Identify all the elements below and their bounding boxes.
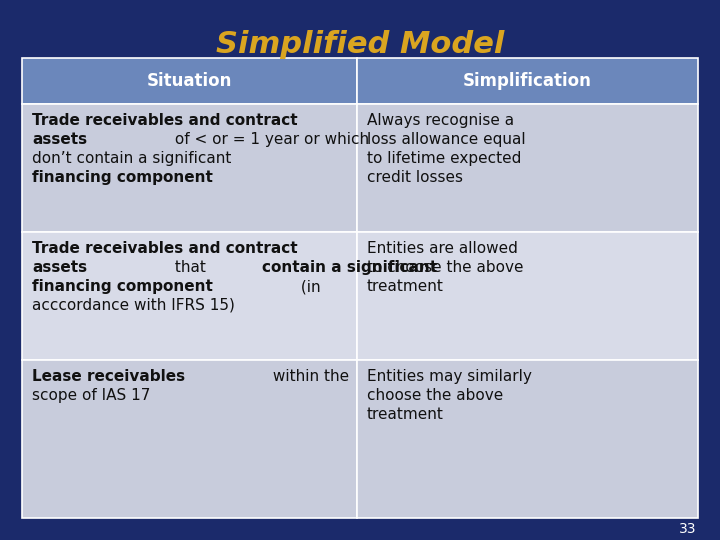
Text: to choose the above: to choose the above — [366, 260, 523, 275]
Text: Situation: Situation — [147, 72, 232, 90]
Text: choose the above: choose the above — [366, 388, 503, 403]
Text: Trade receivables and contract: Trade receivables and contract — [32, 113, 297, 128]
Text: Always recognise a: Always recognise a — [366, 113, 514, 128]
Text: within the: within the — [268, 369, 349, 384]
Text: (in: (in — [296, 279, 320, 294]
Text: treatment: treatment — [366, 407, 444, 422]
Text: don’t contain a significant: don’t contain a significant — [32, 151, 231, 166]
Text: contain a significant: contain a significant — [263, 260, 438, 275]
Text: scope of IAS 17: scope of IAS 17 — [32, 388, 150, 403]
Text: Entities may similarly: Entities may similarly — [366, 369, 531, 384]
Text: Lease receivables: Lease receivables — [32, 369, 185, 384]
Bar — [356, 360, 698, 518]
Text: of < or = 1 year or which: of < or = 1 year or which — [170, 132, 369, 147]
Text: credit losses: credit losses — [366, 170, 463, 185]
Text: Simplification: Simplification — [463, 72, 592, 90]
Text: Simplified Model: Simplified Model — [216, 30, 504, 59]
Bar — [22, 58, 356, 104]
Text: assets: assets — [32, 132, 87, 147]
Bar — [356, 104, 698, 232]
Text: that: that — [170, 260, 211, 275]
Bar — [22, 104, 356, 232]
Bar — [22, 360, 356, 518]
Text: treatment: treatment — [366, 279, 444, 294]
Text: loss allowance equal: loss allowance equal — [366, 132, 526, 147]
Text: Trade receivables and contract: Trade receivables and contract — [32, 241, 297, 256]
Bar — [356, 58, 698, 104]
Text: financing component: financing component — [32, 170, 213, 185]
Text: Entities are allowed: Entities are allowed — [366, 241, 518, 256]
Text: financing component: financing component — [32, 279, 213, 294]
Text: acccordance with IFRS 15): acccordance with IFRS 15) — [32, 298, 235, 313]
Bar — [22, 232, 356, 360]
Bar — [356, 232, 698, 360]
Text: to lifetime expected: to lifetime expected — [366, 151, 521, 166]
Text: 33: 33 — [678, 522, 696, 536]
Text: assets: assets — [32, 260, 87, 275]
